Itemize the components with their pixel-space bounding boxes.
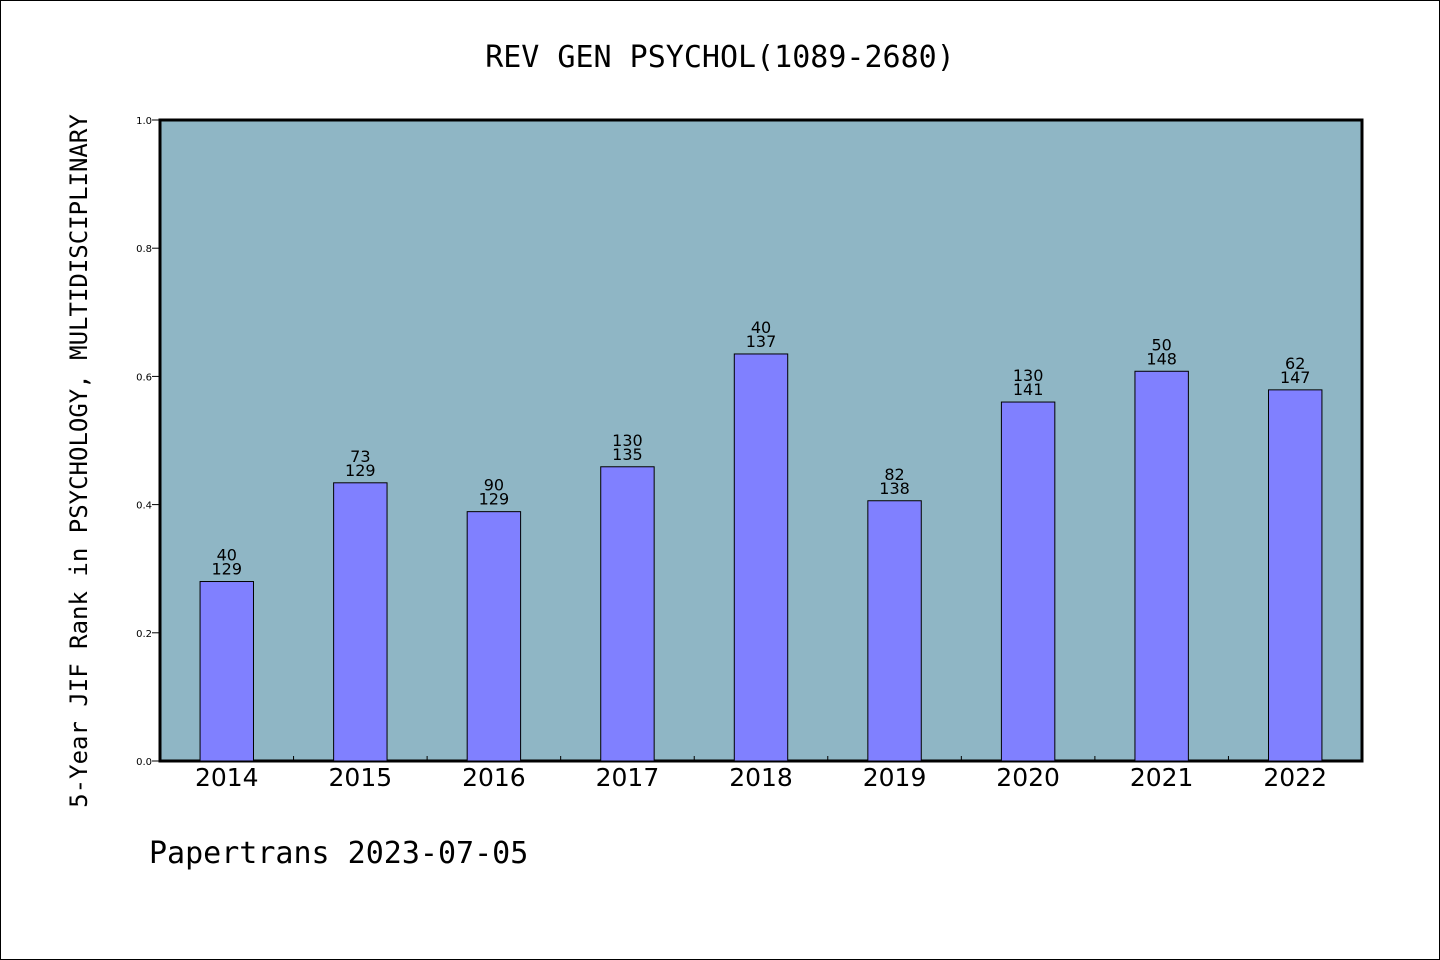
bar-total-label: 138 <box>879 479 910 498</box>
bar-total-label: 135 <box>612 445 643 464</box>
footer-credit: Papertrans 2023-07-05 <box>149 836 528 871</box>
bar-rank-label: 62 <box>1285 354 1305 373</box>
y-tick-label: 0.2 <box>136 629 152 640</box>
bar-total-label: 129 <box>212 560 243 579</box>
bar-2021 <box>1134 370 1189 762</box>
x-tick-label: 2022 <box>1263 763 1327 792</box>
x-tick-label: 2017 <box>596 763 660 792</box>
bar-total-label: 148 <box>1146 349 1177 368</box>
x-tick-label: 2016 <box>462 763 526 792</box>
y-tick-label: 0.6 <box>136 372 152 383</box>
bar-2016 <box>466 511 522 762</box>
bar-total-label: 129 <box>479 490 510 509</box>
x-tick-label: 2015 <box>329 763 393 792</box>
y-tick-label: 0.4 <box>136 501 152 512</box>
y-axis-label: 5-Year JIF Rank in PSYCHOLOGY, MULTIDISC… <box>65 114 93 808</box>
bar-rank-label: 82 <box>884 465 904 484</box>
y-tick-label: 1.0 <box>136 116 152 127</box>
bar-rank-label: 40 <box>751 318 771 337</box>
bar-rank-label: 130 <box>612 431 643 450</box>
bar-2022 <box>1268 389 1323 762</box>
x-tick-label: 2014 <box>195 763 259 792</box>
y-axis: 0.0 0.2 0.4 0.6 0.8 1.0 <box>136 116 160 768</box>
bar-rank-label: 130 <box>1013 366 1044 385</box>
bar-series: 4012973129901291301354013782138130141501… <box>199 318 1323 762</box>
bar-2017 <box>600 466 655 762</box>
bar-total-label: 141 <box>1013 380 1044 399</box>
bar-2019 <box>867 500 922 762</box>
bar-rank-label: 50 <box>1151 335 1171 354</box>
x-tick-label: 2019 <box>863 763 927 792</box>
bar-2018 <box>733 353 789 762</box>
bar-total-label: 137 <box>746 332 777 351</box>
x-tick-label: 2018 <box>729 763 793 792</box>
bar-2014 <box>199 581 254 762</box>
x-axis: 2014 2015 2016 2017 2018 2019 2020 2021 2022 <box>195 756 1327 792</box>
y-tick-label: 0.8 <box>136 244 152 255</box>
chart-title: REV GEN PSYCHOL(1089-2680) <box>485 40 955 75</box>
bar-rank-label: 40 <box>217 546 237 565</box>
bar-total-label: 147 <box>1280 368 1311 387</box>
bar-total-label: 129 <box>345 461 376 480</box>
x-tick-label: 2021 <box>1130 763 1194 792</box>
y-tick-label: 0.0 <box>136 757 152 768</box>
bar-rank-label: 73 <box>350 447 370 466</box>
bar-rank-label: 90 <box>484 476 504 495</box>
x-tick-label: 2020 <box>996 763 1060 792</box>
bar-2020 <box>1000 401 1056 762</box>
bar-2015 <box>333 482 388 762</box>
